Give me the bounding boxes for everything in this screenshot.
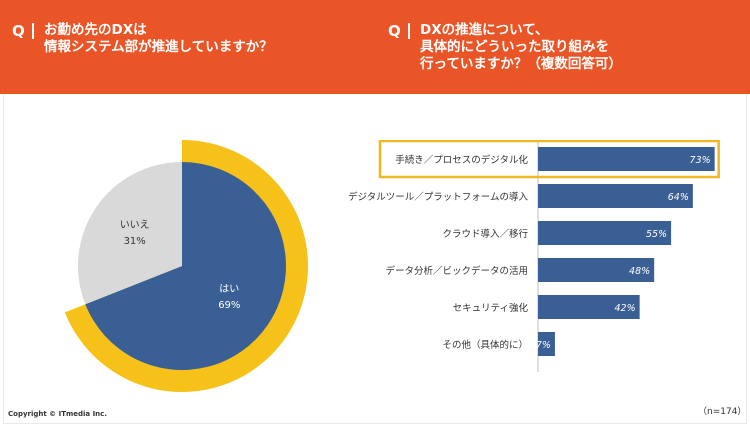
pie-chart: はい 69% いいえ 31% bbox=[64, 140, 308, 392]
pie-slice-label-0: はい bbox=[219, 283, 239, 295]
bar-5 bbox=[538, 332, 555, 356]
bar-category-label-1: デジタルツール／プラットフォームの導入 bbox=[348, 191, 529, 203]
bar-category-label-5: その他（具体的に） bbox=[442, 339, 528, 351]
question-right-line-2: 具体的にどういった取り組みを bbox=[420, 39, 609, 55]
bar-category-label-4: セキュリティ強化 bbox=[453, 302, 529, 314]
pie-slice-value-0: 69% bbox=[218, 300, 240, 311]
bar-value-label-5: 7% bbox=[536, 340, 551, 351]
sample-size: （n=174） bbox=[698, 407, 747, 417]
bar-highlight-frame bbox=[378, 140, 720, 179]
pie-slice-0 bbox=[85, 162, 286, 370]
bar-value-label-0: 73% bbox=[690, 155, 711, 166]
question-left-line-2: 情報システム部が推進していますか？ bbox=[44, 39, 273, 55]
bar-value-label-3: 48% bbox=[629, 266, 650, 277]
header-bar: Q お勤め先のDXは 情報システム部が推進していますか？ Q DXの推進について… bbox=[0, 0, 750, 94]
bar-value-label-1: 64% bbox=[668, 192, 689, 203]
question-right-line-1: DXの推進について、 bbox=[420, 22, 549, 38]
question-divider-right bbox=[408, 23, 410, 39]
bar-chart: 手続き／プロセスのデジタル化 73% デジタルツール／プラットフォームの導入 64% ク… bbox=[348, 140, 720, 372]
question-mark-left: Q bbox=[12, 22, 25, 40]
bar-0 bbox=[538, 147, 715, 171]
pie-slice-label-1: いいえ bbox=[120, 219, 150, 231]
bar-value-label-4: 42% bbox=[615, 303, 636, 314]
bar-value-label-2: 55% bbox=[646, 229, 667, 240]
bar-category-label-0: 手続き／プロセスのデジタル化 bbox=[395, 154, 528, 166]
question-text-right: DXの推進について、 具体的にどういった取り組みを 行っていますか？（複数回答可… bbox=[420, 22, 622, 73]
bar-category-label-3: データ分析／ビックデータの活用 bbox=[385, 265, 528, 277]
bar-2 bbox=[538, 221, 672, 245]
bar-category-label-2: クラウド導入／移行 bbox=[442, 228, 528, 240]
question-text-left: お勤め先のDXは 情報システム部が推進していますか？ bbox=[44, 22, 273, 56]
pie-slice-1 bbox=[77, 162, 182, 305]
bar-3 bbox=[538, 258, 655, 282]
question-left-line-1: お勤め先のDXは bbox=[44, 22, 147, 38]
bar-4 bbox=[538, 295, 640, 319]
bar-1 bbox=[538, 184, 693, 208]
question-mark-right: Q bbox=[388, 22, 401, 40]
pie-slice-value-1: 31% bbox=[124, 236, 146, 247]
copyright-text: Copyright © ITmedia Inc. bbox=[8, 410, 107, 418]
question-divider-left bbox=[32, 23, 34, 39]
question-right-line-3: 行っていますか？（複数回答可） bbox=[420, 56, 622, 72]
